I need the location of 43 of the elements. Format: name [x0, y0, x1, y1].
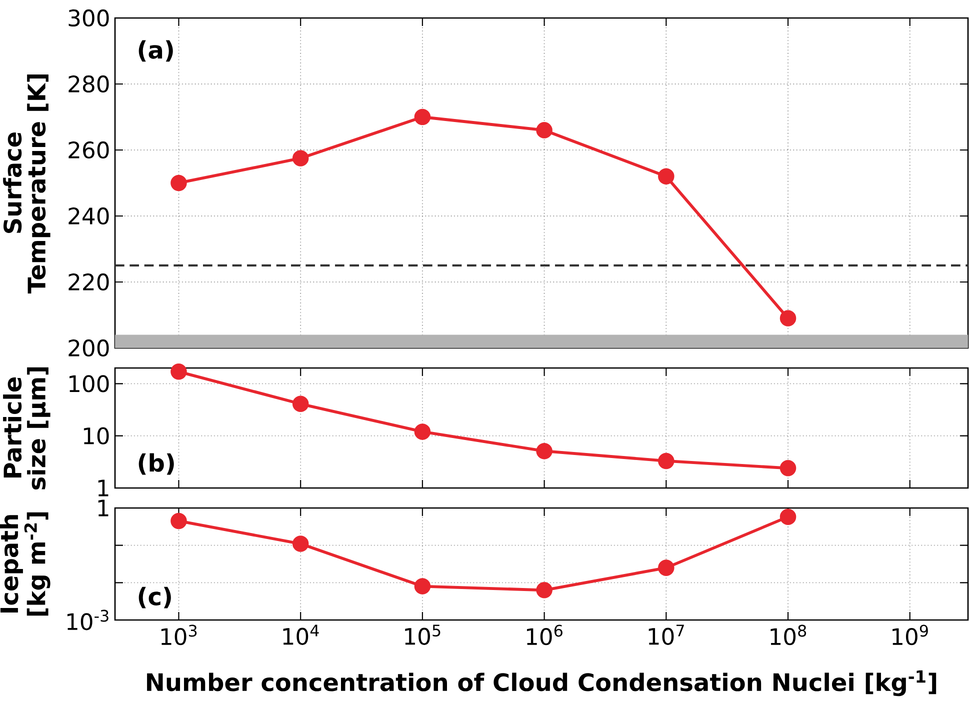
point: [536, 582, 552, 598]
y-tick-label: 220: [68, 273, 109, 291]
point: [658, 560, 674, 576]
point: [780, 508, 796, 525]
x-tick-label: 10$^{6}$: [526, 624, 562, 646]
y-axis-title: Surface Temperature [K]: [3, 74, 50, 294]
point: [292, 536, 309, 552]
point: [780, 310, 796, 326]
y-axis-title: Icepath [kg m$^{-2}$]: [0, 512, 50, 616]
y-tick-label: 200: [68, 339, 109, 357]
x-axis-title: Number concentration of Cloud Condensation Nuclei [kg$^{-1}$]: [147, 670, 936, 696]
y-tick-label: 10$^{-3}$: [67, 610, 108, 630]
y-tick-label: 280: [68, 75, 109, 93]
annotation: (c): [138, 586, 171, 608]
point: [658, 168, 674, 185]
y-tick-label: 1: [98, 480, 108, 496]
point: [170, 174, 187, 192]
point: [292, 396, 309, 412]
x-tick-label: 10$^{5}$: [405, 624, 440, 645]
point: [170, 364, 187, 380]
x-tick-label: 10$^{8}$: [770, 624, 806, 646]
point: [414, 424, 431, 440]
y-tick-label: 10: [84, 427, 109, 444]
y-axis-title: Particle size [μm]: [3, 367, 50, 490]
point: [170, 512, 187, 530]
x-tick-label: 10$^{9}$: [892, 624, 928, 646]
y-tick-label: 1: [98, 500, 108, 516]
x-tick-label: 10$^{4}$: [283, 624, 319, 645]
point: [658, 452, 674, 470]
x-tick-label: 10$^{3}$: [161, 624, 197, 646]
annotation: (b): [138, 453, 174, 475]
y-tick-label: 300: [68, 9, 109, 27]
point: [536, 122, 552, 138]
y-tick-label: 100: [70, 375, 109, 392]
point: [536, 442, 552, 460]
point: [780, 460, 796, 476]
point: [292, 150, 309, 166]
annotation: (a): [138, 40, 173, 62]
y-tick-label: 260: [68, 141, 109, 159]
y-tick-label: 240: [68, 207, 109, 225]
x-tick-label: 10$^{7}$: [648, 624, 684, 645]
point: [414, 108, 431, 126]
point: [414, 578, 431, 594]
